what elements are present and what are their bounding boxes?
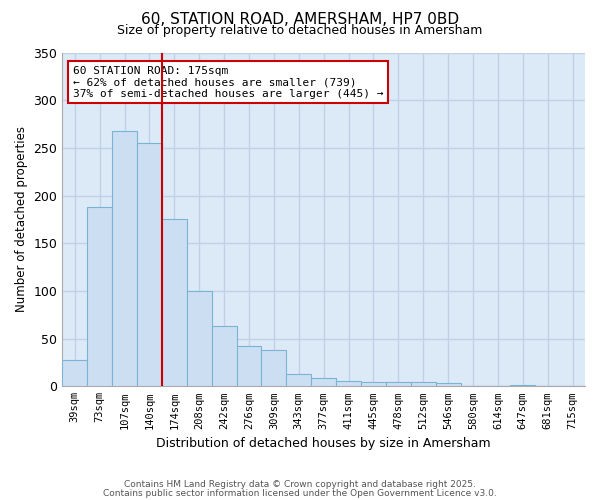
Bar [286,374,311,386]
X-axis label: Distribution of detached houses by size in Amersham: Distribution of detached houses by size … [157,437,491,450]
Bar [386,382,411,386]
Bar [311,378,336,386]
Bar [162,220,187,386]
Bar [187,291,212,386]
Bar [411,382,436,386]
Bar [236,346,262,387]
Bar [336,380,361,386]
Bar [436,384,461,386]
Text: 60, STATION ROAD, AMERSHAM, HP7 0BD: 60, STATION ROAD, AMERSHAM, HP7 0BD [141,12,459,28]
Bar [212,326,236,386]
Bar [112,130,137,386]
Text: 60 STATION ROAD: 175sqm
← 62% of detached houses are smaller (739)
37% of semi-d: 60 STATION ROAD: 175sqm ← 62% of detache… [73,66,383,99]
Y-axis label: Number of detached properties: Number of detached properties [15,126,28,312]
Bar [62,360,87,386]
Bar [361,382,386,386]
Bar [87,207,112,386]
Bar [137,143,162,386]
Bar [262,350,286,387]
Text: Size of property relative to detached houses in Amersham: Size of property relative to detached ho… [118,24,482,37]
Text: Contains HM Land Registry data © Crown copyright and database right 2025.: Contains HM Land Registry data © Crown c… [124,480,476,489]
Text: Contains public sector information licensed under the Open Government Licence v3: Contains public sector information licen… [103,488,497,498]
